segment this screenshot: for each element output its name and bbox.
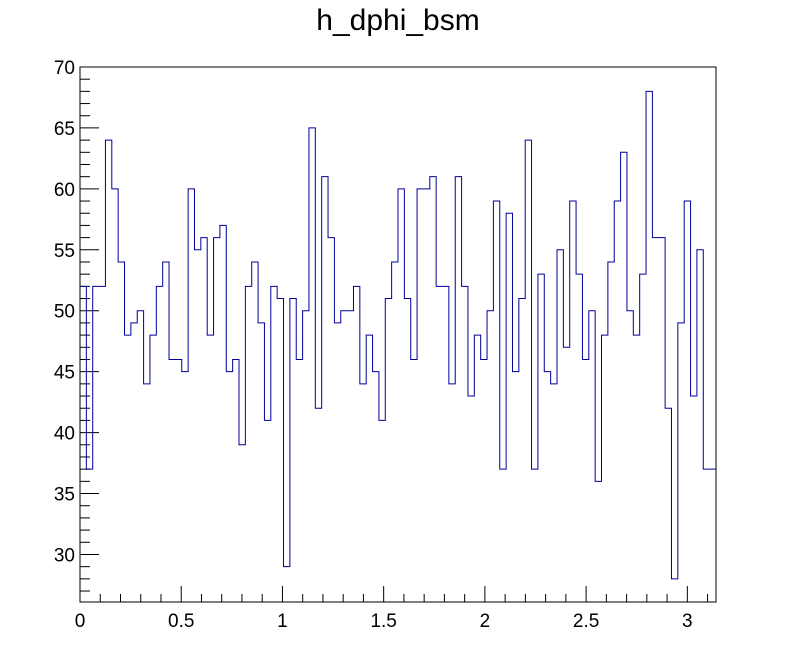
- y-tick-label: 65: [54, 119, 75, 140]
- y-tick-label: 55: [54, 241, 75, 262]
- plot-frame: [79, 66, 717, 603]
- x-tick-label: 2: [480, 611, 491, 632]
- axis-ticks: [79, 66, 709, 602]
- y-tick-label: 70: [54, 58, 75, 79]
- y-tick-label: 45: [54, 363, 75, 384]
- y-tick-label: 40: [54, 424, 75, 445]
- y-tick-label: 30: [54, 545, 75, 566]
- chart-title: h_dphi_bsm: [316, 4, 480, 37]
- x-tick-label: 0: [75, 611, 86, 632]
- x-tick-label: 3: [682, 611, 693, 632]
- y-tick-label: 60: [54, 180, 75, 201]
- x-tick-label: 1: [277, 611, 288, 632]
- y-tick-label: 50: [54, 302, 75, 323]
- x-tick-label: 1.5: [370, 611, 396, 632]
- x-tick-label: 0.5: [168, 611, 194, 632]
- histogram-series: [80, 90, 716, 580]
- x-tick-label: 2.5: [573, 611, 599, 632]
- axis-tick-labels: 0 0.5 1 1.5 2 2.5 3 30 35 40 45 50 55 60 65 70: [54, 58, 693, 632]
- y-tick-label: 35: [54, 485, 75, 506]
